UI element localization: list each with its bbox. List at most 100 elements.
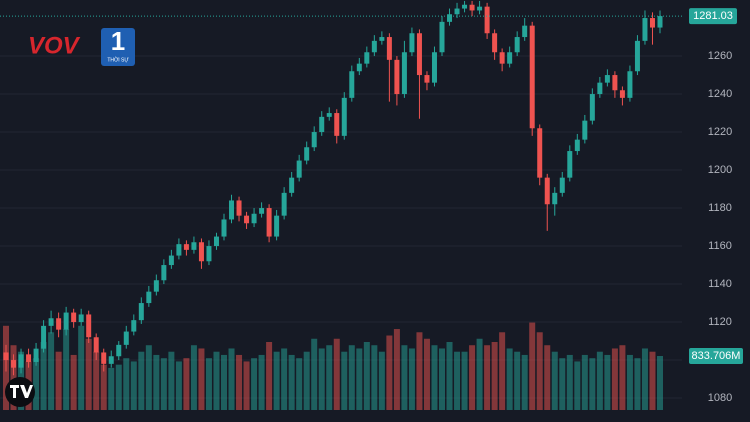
candle-body <box>462 4 468 9</box>
candle-body <box>642 18 648 41</box>
candle-body <box>416 33 422 76</box>
candle-body <box>138 303 144 321</box>
volume-bar <box>657 356 663 410</box>
candle-body <box>108 356 114 364</box>
candle-body <box>574 139 580 152</box>
candle-body <box>364 52 370 64</box>
volume-bar <box>311 338 318 410</box>
candle-body <box>191 242 197 250</box>
candle-body <box>229 200 235 220</box>
candle-body <box>71 312 77 323</box>
candle-body <box>259 208 265 214</box>
volume-bar <box>416 332 423 410</box>
logo-subtitle: THỜI SỰ <box>107 56 129 63</box>
candle-body <box>634 40 640 72</box>
volume-bar <box>48 332 55 410</box>
volume-bar <box>431 345 438 410</box>
last-volume-tag <box>689 348 743 365</box>
volume-bar <box>40 341 47 410</box>
volume-bar <box>198 348 205 410</box>
candle-body <box>627 71 633 98</box>
candle-body <box>326 113 332 117</box>
candle-body <box>274 215 280 237</box>
volume-bar <box>288 354 295 410</box>
volume-bar <box>506 348 513 410</box>
candle-body <box>266 208 272 237</box>
candle-body <box>296 160 302 178</box>
candle-body <box>371 40 377 53</box>
candle-body <box>454 8 460 15</box>
candle-body <box>33 348 39 362</box>
volume-bar <box>491 341 498 410</box>
candle-body <box>311 132 317 148</box>
candle-body <box>341 97 347 136</box>
volume-bar <box>484 345 491 410</box>
y-tick-label: 1140 <box>708 278 732 290</box>
candle-body <box>26 354 32 362</box>
candle-body <box>401 52 407 95</box>
y-tick-label: 1220 <box>708 126 732 138</box>
volume-bar <box>341 351 348 410</box>
volume-bar <box>641 348 648 410</box>
volume-bar <box>93 351 100 410</box>
last-price-label: 1281.03 <box>693 10 733 22</box>
volume-bar <box>499 332 506 410</box>
volume-bar <box>566 354 573 410</box>
volume-bar <box>333 338 340 410</box>
volume-bar <box>611 348 618 410</box>
volume-bar <box>461 351 468 410</box>
candle-body <box>537 128 543 178</box>
candle-body <box>552 192 558 205</box>
last-volume-label: 833.706M <box>692 350 741 362</box>
volume-bar <box>551 351 558 410</box>
candle-body <box>507 52 513 64</box>
volume-bar <box>559 358 566 410</box>
candle-body <box>176 244 182 256</box>
y-tick-label: 1240 <box>708 88 732 100</box>
volume-bar <box>356 348 363 410</box>
volume-bar <box>386 335 393 410</box>
volume-bar <box>100 364 107 410</box>
volume-bar <box>529 322 536 410</box>
volume-bar <box>33 358 40 410</box>
volume-bar <box>581 354 588 410</box>
candle-body <box>63 312 69 330</box>
candle-body <box>469 4 475 11</box>
candle-body <box>612 75 618 91</box>
candle-body <box>289 177 295 193</box>
volume-bar <box>423 338 430 410</box>
candle-body <box>522 25 528 38</box>
volume-bar <box>183 358 190 410</box>
volume-bar <box>649 351 656 410</box>
y-tick-label: 1160 <box>708 240 732 252</box>
volume-bar <box>85 338 92 410</box>
volume-bar <box>619 345 626 410</box>
volume-bar <box>108 367 115 410</box>
volume-bar <box>130 361 137 410</box>
volume-bar <box>348 345 355 410</box>
candle-body <box>439 21 445 53</box>
candle-body <box>3 352 9 361</box>
volume-bar <box>266 341 273 410</box>
volume-bar <box>70 354 77 410</box>
volume-bar <box>10 345 17 410</box>
volume-bar <box>160 358 167 410</box>
candle-body <box>409 33 415 53</box>
logo-box <box>101 28 135 66</box>
candle-body <box>251 213 257 224</box>
volume-bar <box>213 351 220 410</box>
volume-bar <box>363 341 370 410</box>
candle-body <box>447 14 453 22</box>
candle-body <box>649 18 655 28</box>
y-tick-label: 1080 <box>708 392 732 404</box>
candle-body <box>206 246 212 262</box>
candle-body <box>198 242 204 262</box>
candle-body <box>582 120 588 140</box>
volume-bar <box>123 358 130 410</box>
volume-bar <box>190 345 197 410</box>
price-axis: 1080110011201140116011801200122012401260… <box>689 8 743 404</box>
volume-bar <box>536 332 543 410</box>
volume-bar <box>115 364 122 410</box>
y-tick-label: 1260 <box>708 50 732 62</box>
candle-body <box>349 71 355 98</box>
